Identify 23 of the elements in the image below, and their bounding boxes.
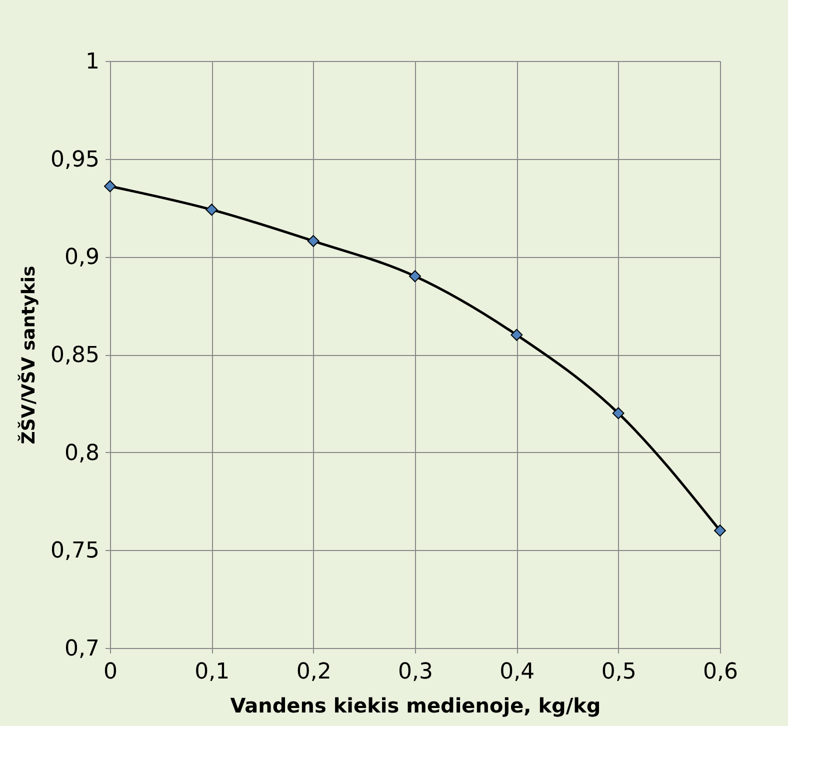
y-axis-title: ŽŠV/VŠV santykis (18, 266, 40, 444)
point (612, 407, 624, 420)
y-tick-label: 1 (86, 50, 100, 74)
point (409, 270, 421, 282)
x-tick-label: 0,3 (398, 660, 433, 684)
point (510, 328, 523, 341)
x-tick-label: 0,6 (703, 660, 738, 684)
y-tick-label: 0,95 (50, 147, 100, 172)
point (714, 524, 726, 537)
point (104, 180, 116, 192)
y-tick-label: 0,8 (64, 440, 100, 466)
y-tick-label: 0,9 (64, 245, 100, 270)
x-tick-label: 0,1 (194, 660, 230, 684)
x-tick-label: 0,4 (500, 660, 535, 684)
x-tick-label: 0,2 (296, 660, 332, 684)
point (307, 235, 320, 247)
y-tick-label: 0,7 (64, 636, 100, 662)
y-tick-label: 0,75 (50, 538, 100, 564)
y-tick-label: 0,85 (50, 343, 100, 368)
point (206, 204, 218, 216)
x-axis-title: Vandens kiekis medienoje, kg/kg (230, 694, 601, 718)
x-tick-label: 0 (104, 660, 118, 684)
x-tick-label: 0,5 (601, 660, 636, 684)
